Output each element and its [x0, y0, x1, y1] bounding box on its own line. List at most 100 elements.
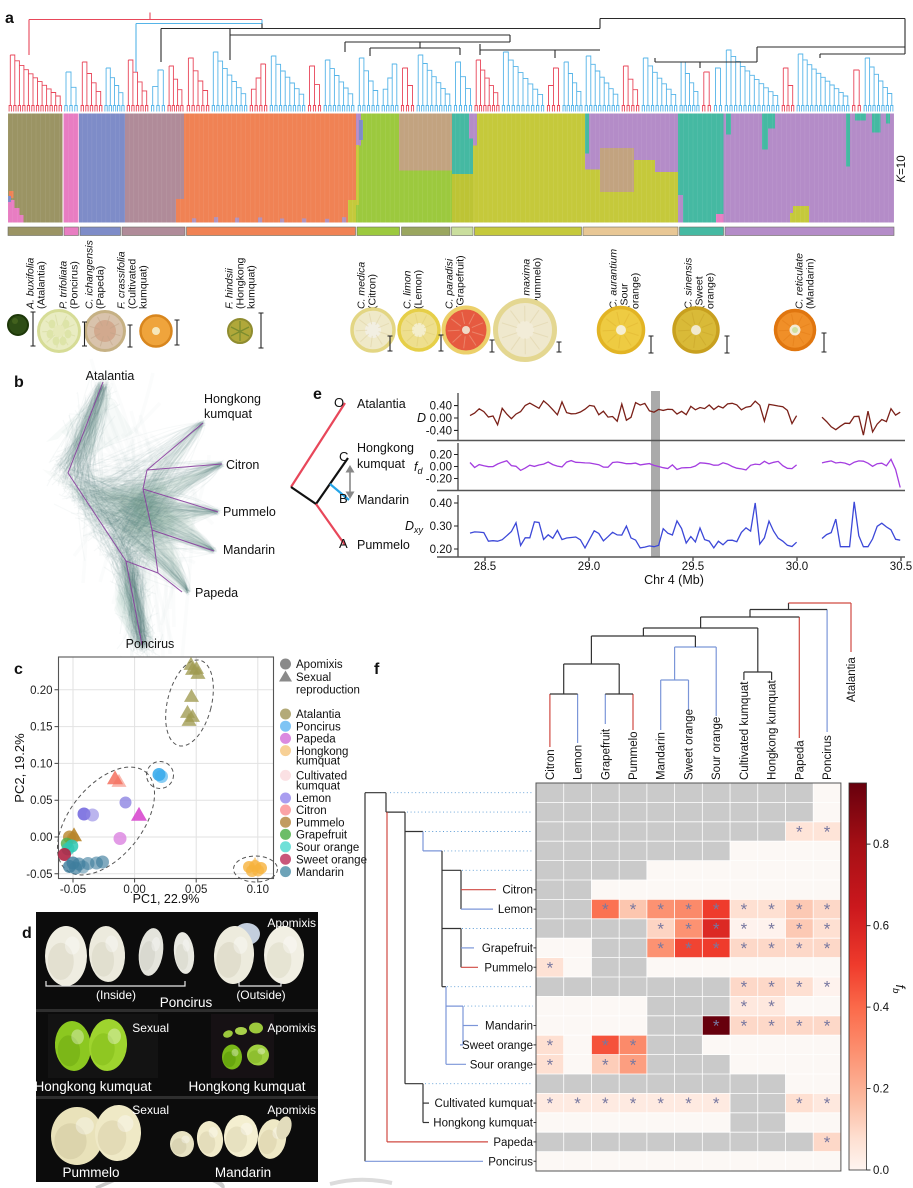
- svg-text:0.05: 0.05: [30, 795, 52, 807]
- svg-text:*: *: [547, 958, 554, 977]
- svg-text:Hongkong kumquat: Hongkong kumquat: [767, 679, 779, 780]
- svg-text:0.0: 0.0: [873, 1165, 889, 1177]
- svg-text:*: *: [796, 939, 803, 958]
- svg-text:Lemon: Lemon: [498, 904, 533, 916]
- svg-text:C. limon: C. limon: [402, 270, 414, 309]
- svg-text:*: *: [824, 823, 831, 842]
- svg-text:Papeda: Papeda: [195, 586, 238, 600]
- svg-text:Citron: Citron: [226, 458, 259, 472]
- svg-text:e: e: [313, 386, 322, 403]
- svg-text:Hongkong: Hongkong: [204, 392, 261, 406]
- svg-text:-0.20: -0.20: [426, 474, 452, 486]
- svg-text:Poncirus: Poncirus: [822, 735, 834, 780]
- svg-text:*: *: [713, 1094, 720, 1113]
- svg-text:kumquat: kumquat: [357, 457, 405, 471]
- svg-text:0.05: 0.05: [185, 884, 207, 896]
- svg-text:0.20: 0.20: [430, 544, 452, 556]
- svg-text:Pummelo: Pummelo: [296, 817, 345, 829]
- svg-text:Grapefruit: Grapefruit: [600, 728, 612, 780]
- svg-text:*: *: [796, 823, 803, 842]
- svg-text:C. medica: C. medica: [356, 262, 368, 309]
- svg-text:*: *: [824, 920, 831, 939]
- svg-text:0.2: 0.2: [873, 1084, 889, 1096]
- svg-text:*: *: [685, 900, 692, 919]
- svg-text:0.40: 0.40: [430, 401, 452, 413]
- svg-text:Atalantia: Atalantia: [296, 709, 341, 721]
- svg-text:*: *: [685, 1094, 692, 1113]
- svg-text:Poncirus: Poncirus: [488, 1156, 533, 1168]
- svg-text:C. paradisi: C. paradisi: [444, 258, 456, 309]
- svg-text:(Papeda): (Papeda): [95, 266, 107, 309]
- svg-text:kumquat: kumquat: [296, 780, 341, 792]
- svg-text:*: *: [547, 1055, 554, 1074]
- svg-text:F. crassifolia: F. crassifolia: [116, 251, 128, 309]
- svg-text:(Lemon): (Lemon): [413, 270, 425, 309]
- svg-text:*: *: [824, 1094, 831, 1113]
- svg-text:A. buxifolia: A. buxifolia: [25, 257, 37, 310]
- svg-text:Poncirus: Poncirus: [296, 721, 341, 733]
- svg-text:C. aurantium: C. aurantium: [608, 249, 620, 309]
- svg-text:Poncirus: Poncirus: [160, 995, 213, 1010]
- svg-text:0.00: 0.00: [30, 832, 52, 844]
- svg-text:Atalantia: Atalantia: [846, 657, 858, 702]
- svg-text:Mandarin: Mandarin: [223, 543, 275, 557]
- svg-text:0.00: 0.00: [430, 413, 452, 425]
- svg-text:*: *: [768, 900, 775, 919]
- svg-text:29.0: 29.0: [578, 561, 600, 573]
- svg-text:Apomixis: Apomixis: [267, 1103, 316, 1117]
- svg-text:*: *: [713, 1017, 720, 1036]
- svg-text:*: *: [602, 900, 609, 919]
- svg-text:0.00: 0.00: [430, 462, 452, 474]
- svg-text:Apomixis: Apomixis: [267, 1021, 316, 1035]
- svg-text:Cultivated: Cultivated: [296, 771, 347, 783]
- svg-text:C. reticulate: C. reticulate: [794, 253, 806, 309]
- svg-text:0.30: 0.30: [430, 521, 452, 533]
- svg-text:*: *: [602, 1036, 609, 1055]
- svg-text:C. maxima: C. maxima: [521, 259, 533, 309]
- svg-text:(Pummelo): (Pummelo): [532, 258, 544, 309]
- svg-text:b: b: [14, 374, 24, 391]
- svg-text:0.10: 0.10: [30, 758, 52, 770]
- svg-text:Hongkong: Hongkong: [296, 746, 348, 758]
- svg-text:*: *: [796, 1017, 803, 1036]
- svg-text:(Sour: (Sour: [619, 283, 631, 309]
- svg-text:(Grapefruit): (Grapefruit): [455, 255, 467, 309]
- svg-text:Hongkong kumquat: Hongkong kumquat: [34, 1079, 151, 1094]
- svg-text:Apomixis: Apomixis: [267, 916, 316, 930]
- svg-text:(Citron): (Citron): [367, 274, 379, 309]
- svg-text:Mandarin: Mandarin: [485, 1021, 533, 1033]
- svg-text:Sour orange: Sour orange: [470, 1059, 533, 1071]
- svg-text:*: *: [741, 1017, 748, 1036]
- svg-text:*: *: [630, 900, 637, 919]
- svg-text:*: *: [657, 920, 664, 939]
- svg-text:(Hongkong: (Hongkong: [235, 257, 247, 309]
- svg-text:Mandarin: Mandarin: [656, 732, 668, 780]
- svg-text:Lemon: Lemon: [573, 745, 585, 780]
- svg-text:*: *: [796, 978, 803, 997]
- svg-text:f: f: [374, 661, 380, 678]
- svg-text:*: *: [630, 1094, 637, 1113]
- svg-text:*: *: [768, 997, 775, 1016]
- svg-text:0.6: 0.6: [873, 921, 889, 933]
- svg-text:kumquat): kumquat): [246, 265, 258, 309]
- svg-text:reproduction: reproduction: [296, 685, 360, 697]
- svg-text:Atalantia: Atalantia: [86, 369, 135, 383]
- svg-text:Atalantia: Atalantia: [357, 397, 406, 411]
- svg-text:-0.40: -0.40: [426, 425, 452, 437]
- svg-text:*: *: [713, 920, 720, 939]
- svg-text:C. ichangensis: C. ichangensis: [84, 239, 96, 309]
- svg-text:*: *: [713, 900, 720, 919]
- svg-text:*: *: [574, 1094, 581, 1113]
- svg-text:0.20: 0.20: [430, 450, 452, 462]
- svg-text:*: *: [768, 920, 775, 939]
- svg-text:Chr 4 (Mb): Chr 4 (Mb): [644, 573, 704, 587]
- svg-text:Pummelo: Pummelo: [628, 731, 640, 780]
- svg-text:*: *: [685, 920, 692, 939]
- svg-text:0.10: 0.10: [247, 884, 269, 896]
- svg-text:P. trifoliata: P. trifoliata: [58, 261, 70, 309]
- svg-text:0.00: 0.00: [123, 884, 145, 896]
- svg-text:*: *: [630, 1036, 637, 1055]
- svg-text:*: *: [768, 1017, 775, 1036]
- svg-text:*: *: [602, 1094, 609, 1113]
- svg-text:0.40: 0.40: [430, 498, 452, 510]
